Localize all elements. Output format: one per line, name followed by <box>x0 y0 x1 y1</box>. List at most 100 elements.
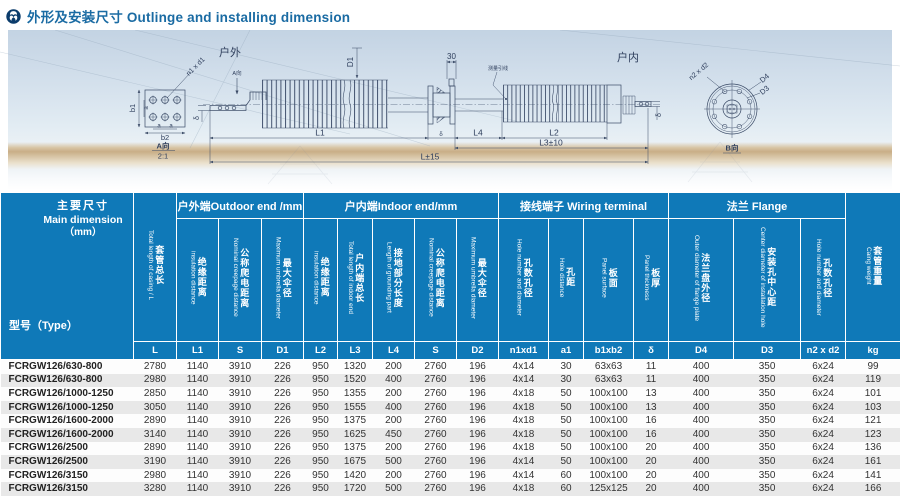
type-cell: FCRGW126/2500 <box>8 442 88 454</box>
value-cell: 20 <box>645 455 657 467</box>
value-cell: 1140 <box>186 428 209 440</box>
value-cell: 100x100 <box>589 415 628 427</box>
value-cell: 350 <box>758 469 776 481</box>
value-cell: 1140 <box>186 455 209 467</box>
table-row: FCRGW126/1600-2000 3140 1140 3910 226 950 1625… <box>0 427 900 442</box>
group-header-indoor: 户内端Indoor end/mm <box>302 192 500 219</box>
value-cell: 1625 <box>343 428 367 440</box>
col-header-l4: 接地部分长度 Length of grounding part <box>372 218 415 342</box>
value-cell: 1140 <box>186 442 209 454</box>
value-cell: 950 <box>312 469 329 481</box>
value-cell: 350 <box>758 360 776 372</box>
dim-l1-label: L1 <box>315 128 325 138</box>
plate-b2-label: b2 <box>161 133 169 142</box>
value-cell: 16 <box>645 428 657 440</box>
value-cell: 350 <box>758 401 776 413</box>
value-cell: 2980 <box>143 374 167 386</box>
value-cell: 6x24 <box>812 442 834 454</box>
value-cell: 350 <box>758 483 776 495</box>
type-cell: FCRGW126/1600-2000 <box>8 415 114 427</box>
value-cell: 1520 <box>343 374 367 386</box>
type-cell: FCRGW126/630-800 <box>8 374 103 386</box>
value-cell: 350 <box>758 455 776 467</box>
value-cell: 6x24 <box>812 401 834 413</box>
view-a-scale: 2:1 <box>158 152 168 161</box>
value-cell: 50 <box>560 428 572 440</box>
value-cell: 11 <box>645 374 657 386</box>
value-cell: 1140 <box>186 374 209 386</box>
value-cell: 2890 <box>143 415 167 427</box>
value-cell: 60 <box>560 483 572 495</box>
value-cell: 450 <box>385 428 402 440</box>
value-cell: 3910 <box>228 401 252 413</box>
col-header-l3: 户内端总长 Total length of indoor end <box>337 218 373 342</box>
value-cell: 50 <box>560 415 572 427</box>
value-cell: 100x100 <box>589 442 628 454</box>
indoor-label: 户内 <box>617 50 639 64</box>
value-cell: 1555 <box>343 401 367 413</box>
value-cell: 950 <box>312 401 329 413</box>
value-cell: 2760 <box>424 428 447 440</box>
value-cell: 100x100 <box>589 469 628 481</box>
value-cell: 121 <box>864 415 882 427</box>
value-cell: 226 <box>274 415 291 427</box>
value-cell: 2760 <box>424 469 447 481</box>
value-cell: 101 <box>864 387 882 399</box>
col-header-s-indoor: 公称爬电距离 Nominal creepage distance <box>414 218 457 342</box>
value-cell: 99 <box>867 360 879 372</box>
value-cell: 1140 <box>186 360 209 372</box>
value-cell: 1320 <box>343 360 367 372</box>
dim-l4-label: L4 <box>473 128 483 138</box>
table-row: FCRGW126/2500 3190 1140 3910 226 950 1675 500 27… <box>0 455 900 469</box>
unit-l2: L2 <box>303 341 338 360</box>
type-cell: FCRGW126/2500 <box>8 455 88 467</box>
value-cell: 200 <box>385 360 402 372</box>
value-cell: 6x24 <box>812 374 834 386</box>
value-cell: 950 <box>312 428 329 440</box>
value-cell: 226 <box>274 469 291 481</box>
value-cell: 50 <box>560 442 572 454</box>
value-cell: 4x18 <box>512 401 535 413</box>
view-a-arrow-label: A向 <box>232 69 241 77</box>
value-cell: 2760 <box>424 415 447 427</box>
table-row: FCRGW126/1000-1250 2850 1140 3910 226 950 1355… <box>0 387 900 401</box>
value-cell: 2890 <box>143 442 167 454</box>
value-cell: 2980 <box>143 469 167 481</box>
unit-n2xd2: n2 x d2 <box>800 341 847 360</box>
col-header-s-outdoor: 公称爬电距离 Nominal creepage distance <box>218 218 262 342</box>
view-b-label: B向 <box>726 143 739 153</box>
dim-l-label: L±15 <box>421 152 440 162</box>
unit-d1: D1 <box>261 341 304 360</box>
value-cell: 500 <box>385 455 402 467</box>
logo-icon <box>6 8 21 24</box>
value-cell: 400 <box>692 401 710 413</box>
value-cell: 3280 <box>143 483 167 495</box>
value-cell: 350 <box>758 387 776 399</box>
group-header-flange: 法兰 Flange <box>668 192 847 219</box>
value-cell: 200 <box>385 415 402 427</box>
value-cell: 200 <box>385 469 402 481</box>
value-cell: 6x24 <box>812 428 834 440</box>
value-cell: 4x18 <box>512 442 535 454</box>
value-cell: 400 <box>692 374 710 386</box>
value-cell: 226 <box>274 442 291 454</box>
plate-a2-label: a <box>157 124 161 130</box>
value-cell: 226 <box>274 455 291 467</box>
col-header-l2: 绝缘距离 insulation distance <box>303 218 338 342</box>
value-cell: 16 <box>645 415 657 427</box>
value-cell: 6x24 <box>812 469 834 481</box>
value-cell: 400 <box>692 442 710 454</box>
value-cell: 166 <box>864 483 882 495</box>
dimension-table: 主要尺寸 Main dimension （mm） 型号（Type） 套管总长 To… <box>0 192 900 496</box>
value-cell: 2760 <box>424 374 447 386</box>
value-cell: 3910 <box>228 455 252 467</box>
value-cell: 30 <box>560 360 572 372</box>
value-cell: 226 <box>274 428 291 440</box>
value-cell: 3050 <box>143 401 167 413</box>
dim-30-label: 30 <box>447 52 456 61</box>
table-row: FCRGW126/3150 3280 1140 3910 226 950 1720 500 27… <box>0 482 900 496</box>
value-cell: 4x18 <box>512 428 535 440</box>
value-cell: 400 <box>692 469 710 481</box>
value-cell: 196 <box>469 442 486 454</box>
